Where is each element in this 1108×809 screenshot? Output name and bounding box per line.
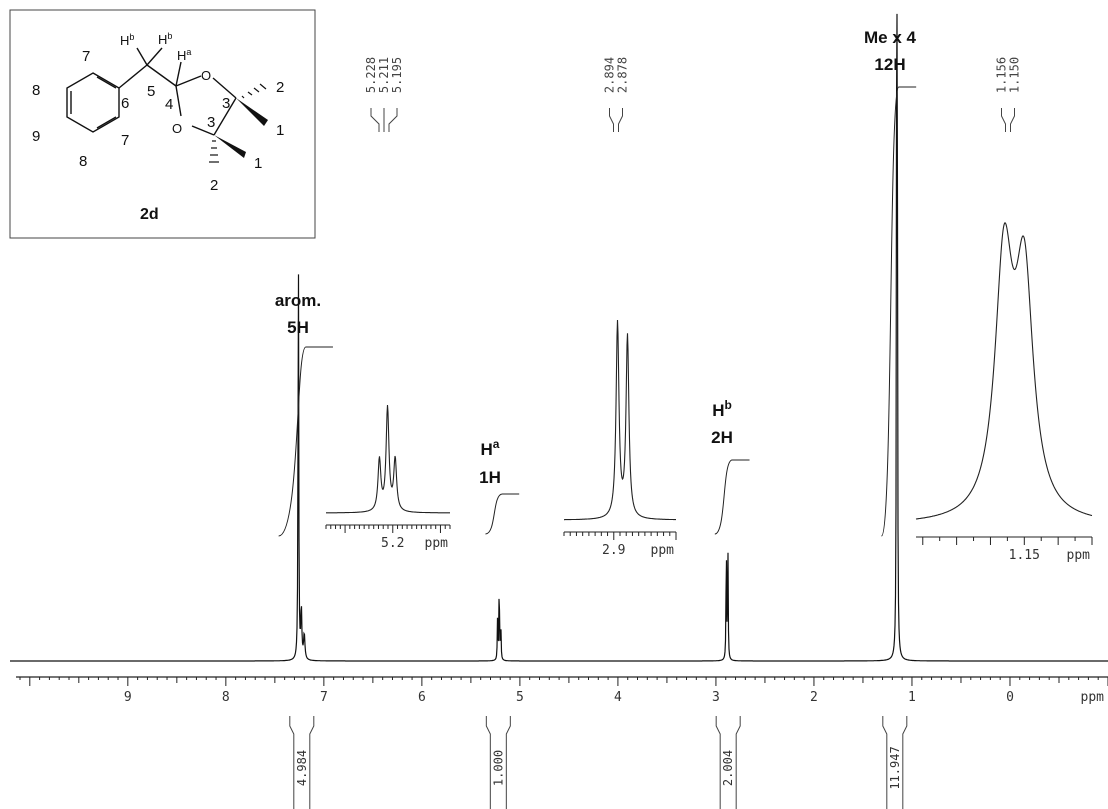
atom-label: 1 [254, 155, 262, 172]
peak-pick-leader [609, 108, 614, 132]
x-tick-label: 3 [712, 690, 720, 705]
peak-label-hb-count: 2H [711, 428, 733, 447]
peak-label-arom-count: 5H [287, 318, 309, 337]
x-tick-label: 4 [614, 690, 622, 705]
atom-label: 1 [276, 122, 284, 139]
peak-pick-value: 1.156 [995, 57, 1009, 93]
integral-curve-arom [278, 346, 333, 537]
inset-unit-hb: ppm [651, 543, 675, 558]
x-tick-label: 7 [320, 690, 328, 705]
x-axis [16, 676, 1108, 686]
integral-curve-hb [714, 459, 750, 535]
atom-label: 6 [121, 95, 129, 112]
spectrum-trace [10, 13, 1108, 662]
integral-brackets: 4.984 1.000 2.004 11.947 [289, 716, 908, 809]
inset-tick-label-ha: 5.2 [381, 536, 404, 551]
inset-tick-label-me: 1.15 [1009, 548, 1040, 563]
x-tick-label: 0 [1006, 690, 1014, 705]
peak-pick-leader [618, 108, 623, 132]
x-tick-label: 2 [810, 690, 818, 705]
inset-trace-hb [564, 319, 676, 521]
wedge-bond [236, 98, 268, 126]
wedge-bond [214, 135, 246, 158]
integral-value-hb: 2.004 [721, 750, 735, 786]
compound-label: 2d [140, 206, 159, 223]
integral-curves [278, 86, 917, 537]
peak-pick-value: 1.150 [1008, 57, 1022, 93]
peak-pick-value: 5.211 [377, 57, 391, 93]
peak-label-me-count: 12H [874, 55, 905, 74]
inset-tick-label-hb: 2.9 [602, 543, 625, 558]
atom-label: 8 [79, 153, 87, 170]
peak-pick-leader [388, 108, 398, 132]
atom-label: 7 [82, 48, 90, 65]
hb-label: Hb [158, 31, 172, 47]
integral-curve-ha [485, 493, 520, 535]
peak-pick-value: 5.195 [390, 57, 404, 93]
inset-trace-me [915, 222, 1093, 520]
integral-bracket-arom [289, 716, 315, 809]
x-tick-label: 9 [124, 690, 132, 705]
peak-pick-leader [1001, 108, 1006, 132]
peak-label-ha-name: Ha [481, 437, 500, 459]
integral-bracket-hb [715, 716, 741, 809]
inset-trace-ha [326, 404, 450, 514]
integral-value-arom: 4.984 [295, 750, 309, 786]
inset-unit-me: ppm [1067, 548, 1091, 563]
structure-panel: 7 8 9 8 7 6 5 4 3 3 2 1 1 2 O O Hb H [9, 9, 316, 239]
x-tick-label: 5 [516, 690, 524, 705]
integral-value-me: 11.947 [888, 746, 902, 789]
atom-label: 2 [210, 177, 218, 194]
integral-value-ha: 1.000 [491, 750, 505, 786]
x-tick-label: 6 [418, 690, 426, 705]
peak-label-hb-name: Hb [712, 398, 732, 420]
structure-bonds [66, 47, 237, 136]
peak-label-arom-name: arom. [275, 291, 321, 310]
integral-curve-me [880, 86, 917, 537]
peak-pick-leader [370, 108, 380, 132]
x-axis-unit: ppm [1081, 690, 1105, 705]
atom-label: 2 [276, 79, 284, 96]
peak-pick-value: 2.894 [603, 57, 617, 93]
integral-bracket-ha [485, 716, 511, 809]
peak-label-me-name: Me x 4 [864, 28, 917, 47]
atom-label: 5 [147, 83, 155, 100]
peak-pick-labels: 5.228 5.211 5.195 2.894 2.878 1.156 1.150 [364, 57, 1022, 132]
ha-label: Ha [177, 47, 191, 63]
peak-pick-leader [1010, 108, 1015, 132]
atom-label: 9 [32, 128, 40, 145]
peak-pick-value: 2.878 [616, 57, 630, 93]
hashed-bond [241, 83, 267, 99]
integral-bracket-me [882, 716, 908, 809]
peak-pick-value: 5.228 [364, 57, 378, 93]
atom-label: 7 [121, 132, 129, 149]
hashed-bond [209, 140, 219, 163]
atom-label: 8 [32, 82, 40, 99]
atom-label: 3 [222, 95, 230, 112]
peak-label-ha-count: 1H [479, 468, 501, 487]
expansion-insets: 5.2 ppm 2.9 ppm 1.15 ppm [325, 222, 1093, 563]
x-tick-label: 8 [222, 690, 230, 705]
oxygen-label: O [172, 121, 182, 136]
x-tick-label: 1 [908, 690, 916, 705]
peak-annotations: arom. 5H Ha 1H Hb 2H Me x 4 12H [275, 28, 917, 487]
x-tick-labels: 9 8 7 6 5 4 3 2 1 0 [124, 690, 1014, 705]
oxygen-label: O [201, 68, 211, 83]
inset-unit-ha: ppm [425, 536, 449, 551]
atom-label: 3 [207, 114, 215, 131]
hb-label: Hb [120, 32, 134, 48]
atom-label: 4 [165, 96, 173, 113]
